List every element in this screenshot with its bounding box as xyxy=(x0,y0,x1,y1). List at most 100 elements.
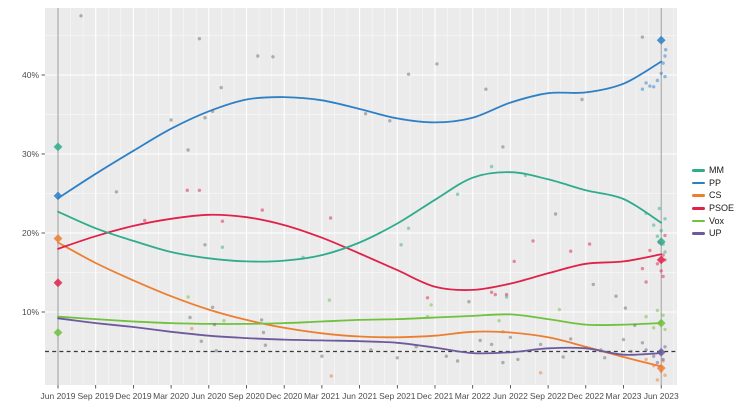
poll-point xyxy=(663,345,667,349)
series-line-MM xyxy=(57,171,663,263)
axis-ticks xyxy=(41,74,662,389)
poll-point xyxy=(553,212,558,216)
poll-point xyxy=(648,84,652,88)
poll-point xyxy=(516,357,520,362)
poll-point xyxy=(467,300,471,304)
poll-point xyxy=(659,228,663,233)
poll-point xyxy=(114,190,119,194)
poll-point xyxy=(478,338,482,343)
poll-point xyxy=(455,359,460,363)
poll-point xyxy=(580,97,584,102)
poll-point xyxy=(659,269,663,273)
poll-point xyxy=(640,266,645,271)
election-result-diamonds xyxy=(53,35,666,373)
poll-point xyxy=(199,339,203,343)
poll-point xyxy=(599,348,603,352)
poll-point xyxy=(455,192,460,196)
poll-point xyxy=(220,245,225,249)
y-axis-labels: 10% 20% 30% 40% xyxy=(22,70,39,317)
poll-point xyxy=(188,315,192,320)
x-tick-label: Jun 2020 xyxy=(191,391,226,401)
poll-point xyxy=(186,148,190,152)
poll-point xyxy=(214,349,218,353)
poll-point xyxy=(640,35,645,39)
poll-point xyxy=(663,217,667,221)
poll-point xyxy=(501,330,505,334)
poll-point xyxy=(644,348,648,352)
poll-point xyxy=(399,243,403,247)
poll-point xyxy=(484,87,488,91)
x-tick-label: Dec 2020 xyxy=(266,391,303,401)
poll-point xyxy=(508,335,513,339)
poll-point xyxy=(197,188,202,192)
poll-point xyxy=(169,118,173,122)
legend-item-pp: PP xyxy=(692,177,734,190)
poll-point xyxy=(444,354,448,358)
legend-swatch-icon xyxy=(692,219,705,223)
poll-point xyxy=(569,249,573,253)
poll-point xyxy=(212,322,217,327)
poll-point xyxy=(497,319,501,323)
y-tick-label: 20% xyxy=(22,228,39,238)
poll-point xyxy=(603,356,607,360)
poll-point xyxy=(329,374,333,378)
legend-item-mm: MM xyxy=(692,164,734,177)
poll-point xyxy=(652,326,656,330)
poll-point xyxy=(369,348,373,352)
poll-point xyxy=(661,253,665,257)
poll-point xyxy=(633,323,637,328)
election-diamond-Vox xyxy=(656,318,666,328)
poll-point xyxy=(652,223,656,227)
poll-point xyxy=(623,306,628,310)
y-tick-label: 40% xyxy=(22,70,39,80)
series-line-PSOE xyxy=(57,213,663,291)
poll-point xyxy=(435,62,439,66)
poll-point xyxy=(648,248,652,253)
legend-label: PSOE xyxy=(709,202,735,213)
poll-point xyxy=(661,313,665,317)
poll-point xyxy=(644,81,648,85)
poll-point xyxy=(219,85,223,90)
legend-item-psoe: PSOE xyxy=(692,202,734,215)
poll-point xyxy=(327,298,332,302)
legend-swatch-icon xyxy=(692,207,705,210)
series-line-PP xyxy=(57,60,663,200)
series-line-CS xyxy=(57,241,663,368)
poll-point xyxy=(538,371,543,375)
legend-label: PP xyxy=(709,177,722,188)
legend-swatch-icon xyxy=(692,169,705,172)
poll-point xyxy=(489,342,494,347)
poll-point xyxy=(538,342,543,347)
poll-point xyxy=(406,226,411,230)
poll-point xyxy=(640,87,645,91)
legend-label: CS xyxy=(709,190,722,201)
poll-point xyxy=(663,373,667,377)
x-tick-label: Mar 2022 xyxy=(455,391,491,401)
poll-point xyxy=(557,307,562,312)
poll-point xyxy=(263,343,268,347)
poll-point xyxy=(644,211,648,215)
legend-label: MM xyxy=(709,164,724,175)
poll-point xyxy=(363,112,368,116)
poll-point xyxy=(663,74,667,79)
poll-point xyxy=(644,357,648,362)
poll-point xyxy=(655,308,660,313)
poll-point xyxy=(210,109,215,114)
poll-point xyxy=(655,78,660,83)
x-tick-label: Sep 2020 xyxy=(228,391,265,401)
poll-point xyxy=(489,164,494,169)
election-diamond-MM xyxy=(656,237,666,247)
x-tick-label: Mar 2020 xyxy=(153,391,189,401)
poll-point xyxy=(320,354,324,358)
poll-point xyxy=(501,360,505,365)
poll-point xyxy=(261,330,266,335)
x-tick-label: Dec 2019 xyxy=(115,391,152,401)
poll-point xyxy=(260,208,264,212)
poll-point xyxy=(425,296,430,300)
poll-point xyxy=(197,37,202,41)
poll-point xyxy=(531,239,535,243)
poll-point xyxy=(640,341,645,345)
election-diamond-PP xyxy=(53,191,63,201)
legend-swatch-icon xyxy=(692,232,705,236)
